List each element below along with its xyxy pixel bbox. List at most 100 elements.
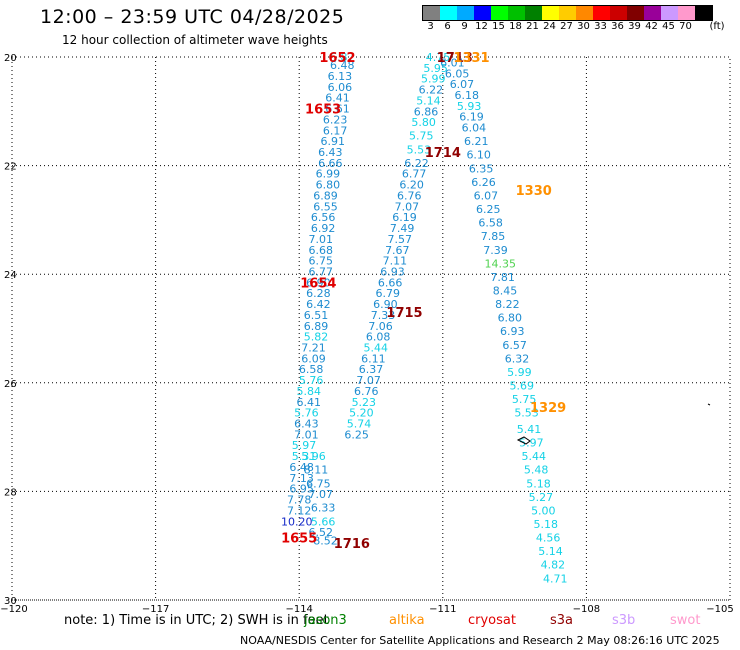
map-frame — [11, 56, 731, 601]
wave-height-label: 5.18 — [533, 518, 558, 531]
pass-time-label: 1330 — [516, 184, 552, 199]
axis-ticks: −120 −117 −114 −111 −108 −105 20 22 24 26 28 30 — [0, 53, 733, 615]
scale-label: 18 — [509, 21, 522, 32]
scale-swatch — [627, 6, 644, 20]
wave-height-label: 6.43 — [318, 146, 343, 159]
wave-height-label: 6.80 — [498, 312, 523, 325]
wave-height-label: 4.75 — [426, 51, 451, 64]
wave-height-label: 5.75 — [512, 393, 537, 406]
pass-time-label: 1715 — [386, 306, 422, 321]
satellite-legend-item: altika — [389, 613, 425, 628]
wave-height-label: 6.90 — [373, 298, 398, 311]
pass-time-label: 1713 — [437, 51, 473, 66]
wave-height-label: 5.96 — [301, 450, 326, 463]
wave-height-label: 6.58 — [478, 217, 503, 230]
wave-height-label: 7.57 — [387, 233, 412, 246]
wave-height-label: 6.19 — [392, 211, 417, 224]
wave-height-label: 4.71 — [543, 572, 568, 585]
map-note: note: 1) Time is in UTC; 2) SWH is in fe… — [64, 613, 329, 628]
pass-time-label: 1654 — [300, 276, 336, 291]
pass-time-label: 1716 — [334, 537, 370, 552]
wave-height-label: 8.52 — [313, 534, 338, 547]
wave-height-label: 6.76 — [397, 189, 422, 202]
wave-height-label: 6.48 — [289, 461, 314, 474]
scale-swatch — [474, 6, 491, 20]
wave-height-label: 6.75 — [308, 255, 333, 268]
scale-label: 12 — [475, 21, 488, 32]
scale-swatch — [542, 6, 559, 20]
pass-time-label: 1653 — [305, 103, 341, 118]
credit-footer: NOAA/NESDIS Center for Satellite Applica… — [240, 634, 720, 647]
wave-height-label: 5.76 — [294, 407, 319, 420]
wave-height-label: 5.97 — [292, 439, 317, 452]
wave-height-label: 6.99 — [316, 168, 341, 181]
satellite-legend-item: cryosat — [468, 613, 516, 628]
scale-label: 9 — [461, 21, 468, 32]
color-scale — [422, 5, 713, 21]
wave-height-label: 6.77 — [402, 168, 427, 181]
wave-height-label: 8.11 — [304, 464, 329, 477]
wave-height-label: 7.13 — [289, 472, 314, 485]
coastline-fragments — [516, 403, 711, 445]
wave-height-label: 6.04 — [462, 122, 487, 135]
wave-height-label: 7.33 — [371, 309, 396, 322]
wave-height-label: 6.05 — [445, 67, 470, 80]
wave-height-label: 5.93 — [457, 100, 482, 113]
lat-tick-label: 24 — [4, 270, 17, 281]
wave-height-label: 5.80 — [411, 116, 436, 129]
wave-height-label: 4.56 — [536, 532, 561, 545]
wave-height-label: 5.69 — [510, 380, 535, 393]
scale-unit: (ft) — [709, 21, 725, 32]
wave-height-label: 7.07 — [356, 374, 381, 387]
wave-height-label: 7.01 — [294, 428, 319, 441]
scale-label: 6 — [444, 21, 451, 32]
wave-height-label: 6.10 — [466, 149, 491, 162]
scale-swatch — [661, 6, 678, 20]
wave-height-label: 6.93 — [500, 325, 525, 338]
wave-height-label: 5.99 — [421, 73, 446, 86]
wave-height-label: 6.33 — [311, 502, 336, 515]
lat-tick-label: 28 — [4, 487, 17, 498]
wave-height-label: 6.77 — [308, 265, 333, 278]
wave-height-label: 8.22 — [495, 298, 520, 311]
wave-height-label: 6.76 — [354, 385, 379, 398]
wave-height-label: 6.25 — [476, 203, 501, 216]
wave-height-label: 6.07 — [474, 189, 499, 202]
lat-tick-label: 20 — [4, 53, 17, 64]
scale-swatch — [491, 6, 508, 20]
scale-label: 30 — [577, 21, 590, 32]
wave-height-label: 5.82 — [304, 331, 329, 344]
scale-label: 39 — [628, 21, 641, 32]
wave-height-label: 5.14 — [416, 94, 441, 107]
wave-height-label: 6.08 — [366, 331, 391, 344]
scale-swatch — [508, 6, 525, 20]
map-grid — [11, 56, 731, 601]
wave-height-label: 6.90 — [306, 276, 331, 289]
wave-height-label: 6.22 — [404, 157, 429, 170]
wave-height-label: 5.18 — [526, 477, 551, 490]
wave-height-label: 8.45 — [493, 284, 518, 297]
wave-height-label: 6.89 — [313, 189, 338, 202]
scale-swatch — [593, 6, 610, 20]
wave-height-label: 5.44 — [521, 450, 546, 463]
wave-height-label: 6.95 — [289, 483, 314, 496]
wave-height-label: 6.79 — [376, 287, 401, 300]
wave-height-label: 5.87 — [330, 51, 355, 64]
lon-tick-label: −114 — [285, 604, 312, 615]
wave-height-label: 5.75 — [409, 130, 434, 143]
scale-label: 3 — [427, 21, 434, 32]
scale-swatch — [644, 6, 661, 20]
wave-height-label: 5.48 — [524, 464, 549, 477]
page-subtitle: 12 hour collection of altimeter wave hei… — [62, 33, 328, 47]
lon-tick-label: −117 — [142, 604, 169, 615]
coast-dot — [707, 403, 711, 406]
wave-height-label: 5.84 — [297, 385, 322, 398]
scale-swatch — [525, 6, 542, 20]
wave-height-label: 7.01 — [308, 233, 333, 246]
satellite-legend-item: jason3 — [304, 613, 347, 628]
wave-height-label: 6.86 — [414, 105, 439, 118]
lon-tick-label: −105 — [706, 604, 733, 615]
wave-height-label: 6.43 — [294, 418, 319, 431]
wave-height-label: 7.06 — [368, 320, 393, 333]
wave-height-label: 6.58 — [299, 363, 324, 376]
